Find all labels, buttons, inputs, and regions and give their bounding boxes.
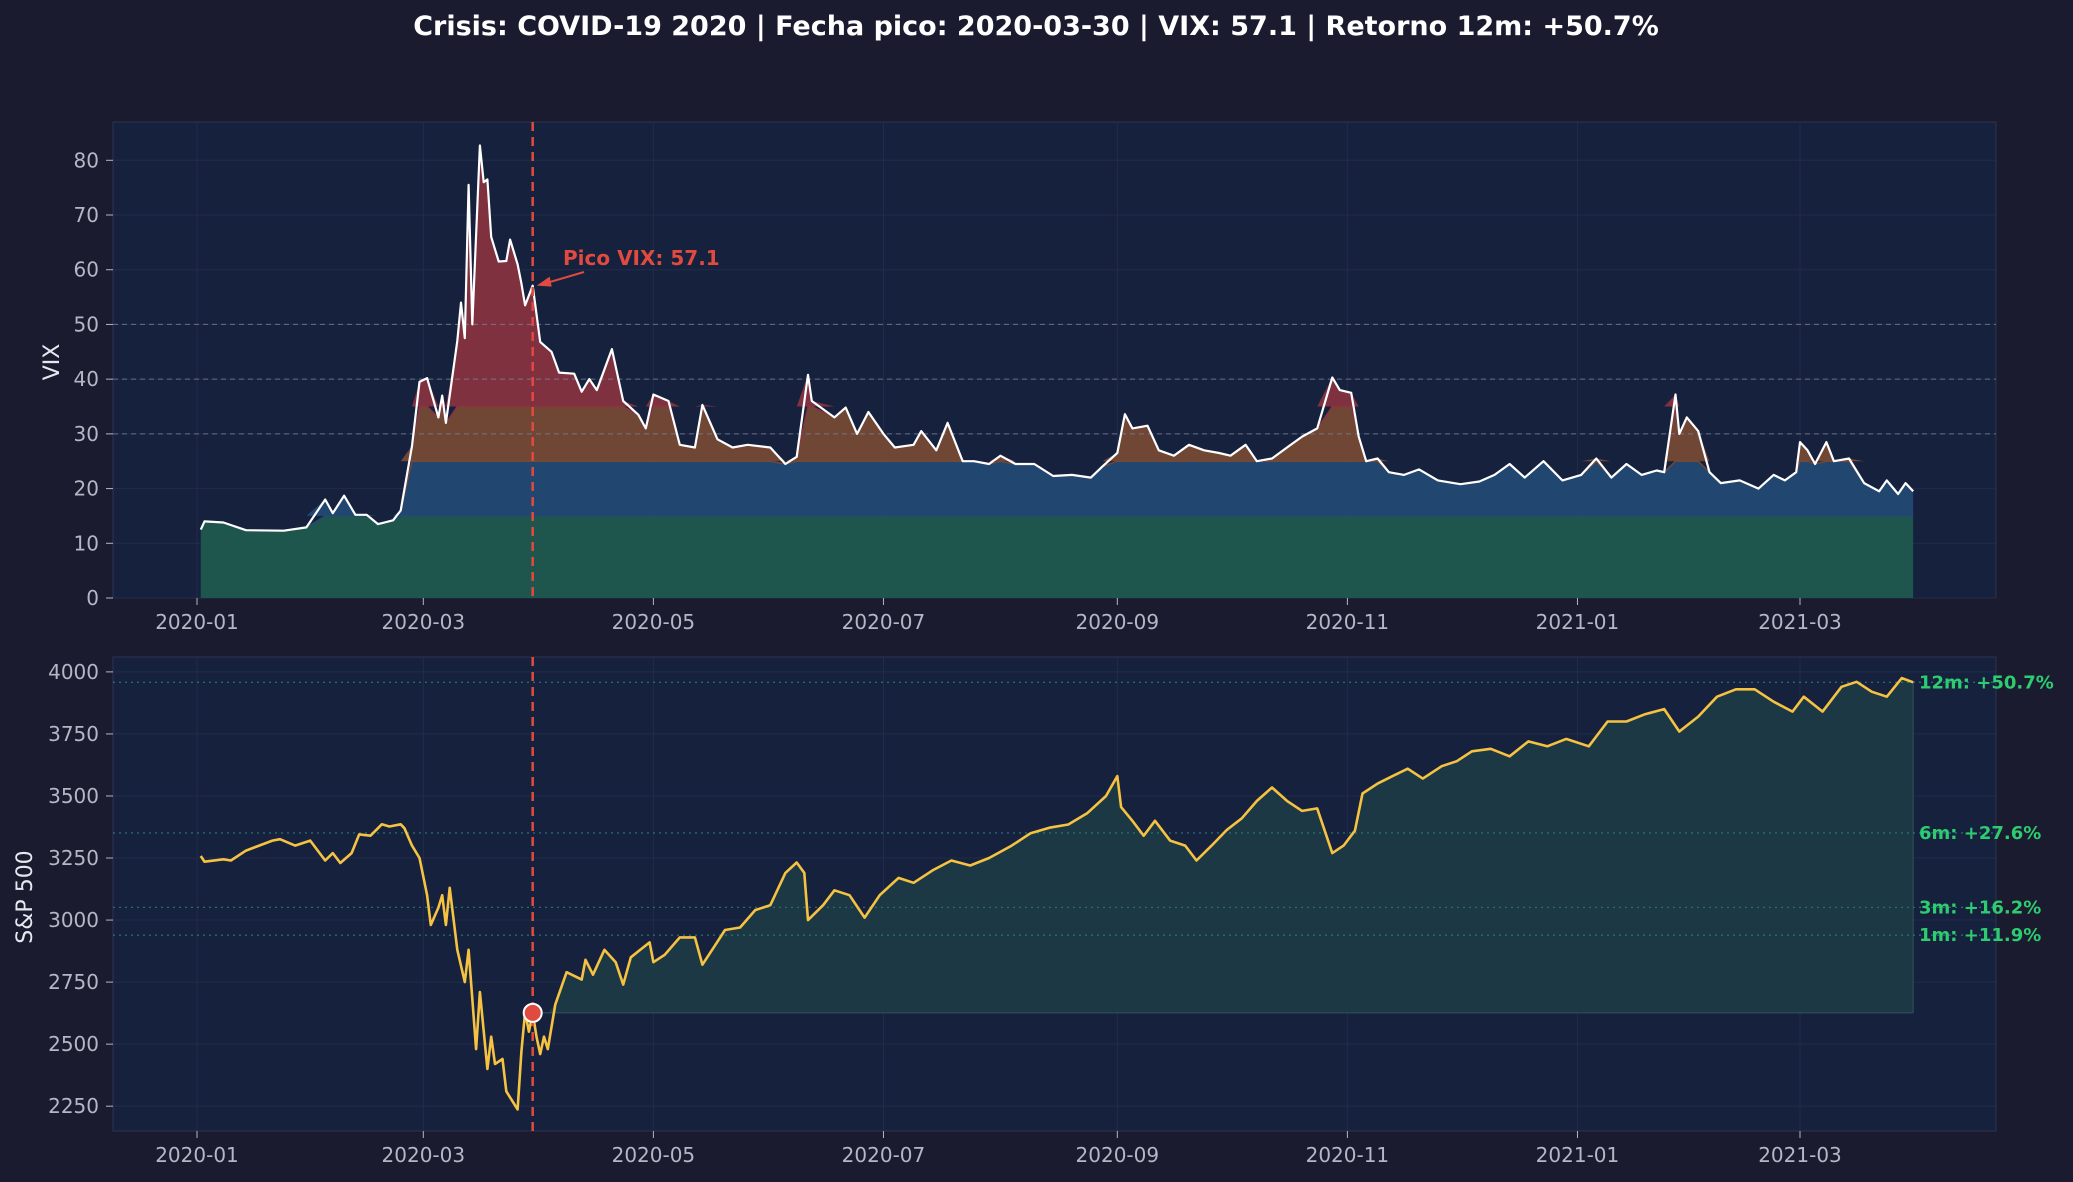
vix-y-tick-label: 60 <box>74 258 99 282</box>
sp500-y-axis-label: S&P 500 <box>13 850 38 943</box>
vix-y-tick-label: 30 <box>74 422 99 446</box>
sp500-return-label: 12m: +50.7% <box>1919 672 2054 693</box>
sp500-y-tick-label: 4000 <box>48 660 99 684</box>
sp500-x-tick-label: 2020-09 <box>1076 1143 1160 1167</box>
vix-x-tick-label: 2021-01 <box>1536 610 1620 634</box>
vix-y-tick-label: 80 <box>74 148 99 172</box>
vix-series-line <box>199 144 1915 532</box>
sp500-return-levels: 12m: +50.7% 6m: +27.6% 3m: +16.2% 1m: +11.9… <box>113 672 2054 1014</box>
vix-reference-lines <box>113 323 1996 435</box>
vix-x-tick-label: 2020-09 <box>1076 610 1160 634</box>
vix-peak-arrowhead <box>536 276 552 287</box>
sp500-y-tick-label: 3750 <box>48 722 99 746</box>
vix-y-tick-label: 70 <box>74 203 99 227</box>
sp500-y-tick-label: 2750 <box>48 970 99 994</box>
sp500-x-tick-label: 2021-03 <box>1758 1143 1842 1167</box>
vix-x-tick-label: 2020-05 <box>612 610 696 634</box>
sp500-y-tick-label: 2250 <box>48 1094 99 1118</box>
chart-title: Crisis: COVID-19 2020 | Fecha pico: 2020… <box>413 11 1659 42</box>
sp500-x-tick-label: 2020-11 <box>1306 1143 1390 1167</box>
sp500-x-tick-label: 2020-07 <box>842 1143 926 1167</box>
vix-x-tick-label: 2020-01 <box>155 610 239 634</box>
sp500-y-tick-label: 2500 <box>48 1032 99 1056</box>
sp500-x-tick-label: 2020-03 <box>382 1143 466 1167</box>
vix-y-tick-label: 20 <box>74 477 99 501</box>
sp500-return-fill <box>532 678 1914 1013</box>
vix-peak-arrow <box>544 271 585 285</box>
vix-y-tick-label: 50 <box>74 312 99 336</box>
sp500-x-tick-label: 2020-01 <box>155 1143 239 1167</box>
sp500-return-label: 3m: +16.2% <box>1919 897 2041 918</box>
sp500-x-tick-label: 2021-01 <box>1536 1143 1620 1167</box>
sp500-x-ticks: 2020-01 2020-03 2020-05 2020-07 2020-09 2020-… <box>155 1131 1842 1167</box>
sp500-y-tick-label: 3250 <box>48 846 99 870</box>
vix-x-tick-label: 2020-11 <box>1306 610 1390 634</box>
sp500-x-tick-label: 2020-05 <box>612 1143 696 1167</box>
vix-regime-mid <box>200 461 1914 516</box>
vix-regime-boundary <box>200 515 1914 532</box>
vix-y-tick-label: 0 <box>86 586 99 610</box>
sp500-y-tick-label: 3000 <box>48 908 99 932</box>
vix-x-tick-label: 2020-03 <box>382 610 466 634</box>
vix-peak-annotation: Pico VIX: 57.1 <box>563 246 720 270</box>
vix-y-tick-label: 10 <box>74 531 99 555</box>
vix-x-tick-label: 2021-03 <box>1758 610 1842 634</box>
sp500-panel: 12m: +50.7% 6m: +27.6% 3m: +16.2% 1m: +11.9… <box>13 656 2054 1167</box>
vix-regime-low <box>200 515 1914 598</box>
sp500-y-tick-label: 3500 <box>48 784 99 808</box>
sp500-series-line <box>199 676 1914 1111</box>
vix-regime-high <box>200 406 1914 462</box>
sp500-return-label: 6m: +27.6% <box>1919 823 2041 844</box>
vix-y-axis-label: VIX <box>40 344 65 381</box>
vix-y-ticks: 0 10 20 30 40 50 60 70 80 <box>74 148 113 610</box>
vix-panel: Pico VIX: 57.1 0 10 20 30 40 50 60 70 80 2020-01… <box>40 121 1997 634</box>
sp500-return-label: 1m: +11.9% <box>1919 925 2041 946</box>
vix-x-ticks: 2020-01 2020-03 2020-05 2020-07 2020-09 2020-… <box>155 598 1842 634</box>
sp500-y-ticks: 2250 2500 2750 3000 3250 3500 3750 4000 <box>48 660 113 1118</box>
vix-x-tick-label: 2020-07 <box>842 610 926 634</box>
vix-regime-bands <box>200 145 1914 598</box>
vix-y-tick-label: 40 <box>74 367 99 391</box>
sp500-peak-marker <box>522 1002 543 1023</box>
